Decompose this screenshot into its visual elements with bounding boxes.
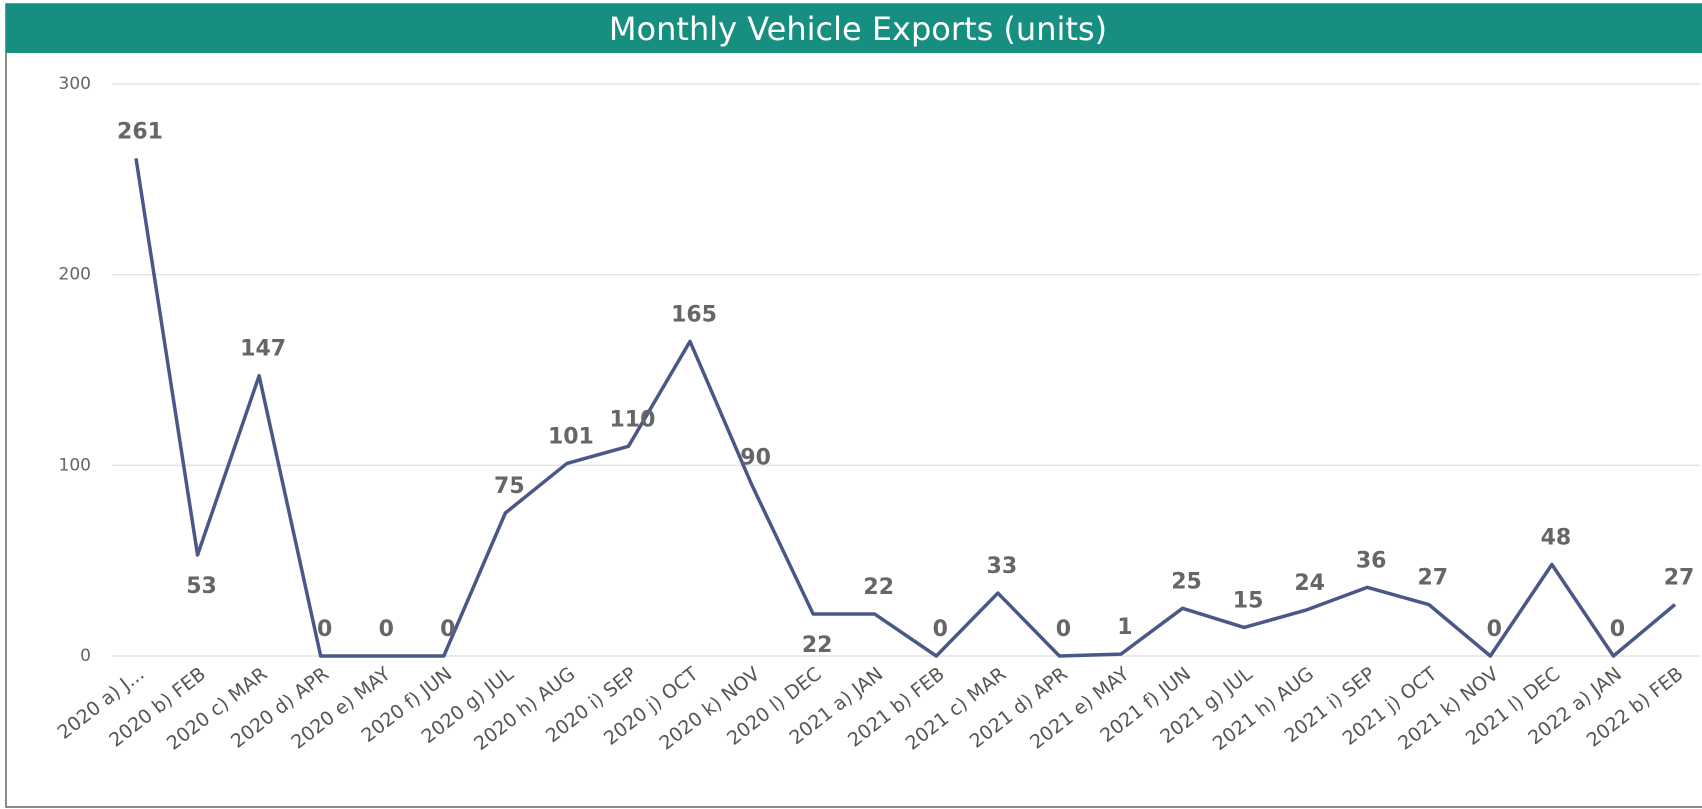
data-label: 1	[1117, 615, 1132, 640]
data-line	[134, 158, 1677, 658]
data-label: 0	[1610, 617, 1625, 642]
chart-title: Monthly Vehicle Exports (units)	[609, 10, 1107, 48]
data-label: 53	[186, 574, 217, 599]
data-label: 27	[1417, 566, 1448, 591]
data-label: 0	[933, 617, 948, 642]
data-label: 0	[317, 617, 332, 642]
data-label: 0	[440, 617, 455, 642]
data-label: 27	[1664, 566, 1695, 591]
y-tick-label: 200	[59, 265, 91, 285]
data-label: 33	[987, 554, 1018, 579]
data-label: 90	[740, 445, 771, 470]
data-label: 36	[1356, 548, 1387, 573]
data-label: 0	[1487, 617, 1502, 642]
data-label: 75	[494, 474, 525, 499]
data-label: 0	[1056, 617, 1071, 642]
data-label: 101	[548, 424, 594, 449]
frame	[5, 3, 1702, 808]
y-tick-label: 100	[59, 455, 91, 475]
y-tick-label: 300	[59, 74, 91, 94]
title-bar	[6, 4, 1702, 53]
data-label: 24	[1294, 571, 1325, 596]
data-label: 22	[863, 575, 894, 600]
data-label: 0	[379, 617, 394, 642]
data-label: 147	[240, 337, 286, 362]
data-label: 110	[610, 407, 656, 432]
data-label: 15	[1233, 588, 1264, 613]
data-label: 165	[671, 302, 717, 327]
data-label: 48	[1541, 525, 1572, 550]
y-tick-label: 0	[80, 646, 91, 666]
data-label: 22	[802, 633, 833, 658]
data-label: 25	[1171, 569, 1202, 594]
data-label: 261	[117, 119, 163, 144]
